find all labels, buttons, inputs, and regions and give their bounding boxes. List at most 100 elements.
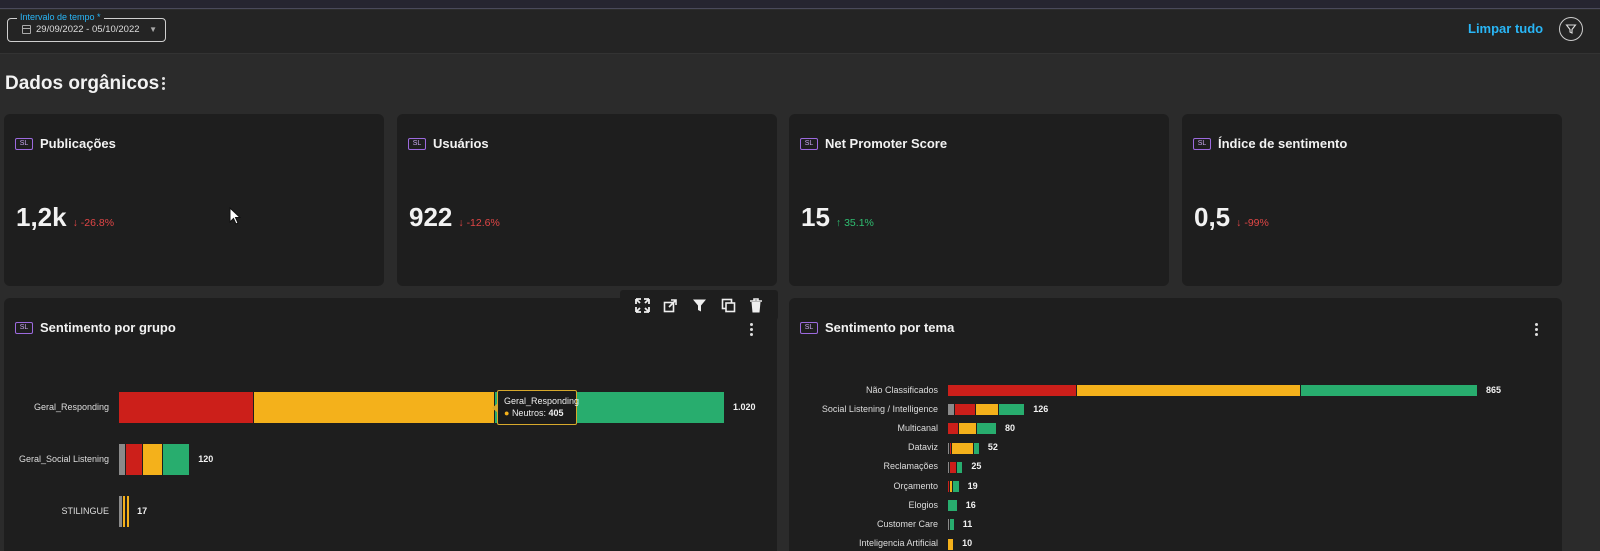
bar-total-label: 10 bbox=[962, 538, 973, 549]
kpi-card-users: SL Usuários 922 ↓ -12.6% bbox=[397, 114, 777, 286]
kpi-value: 1,2k bbox=[16, 202, 67, 232]
chart-tooltip: Geral_Responding ● Neutros: 405 bbox=[492, 390, 579, 425]
stacked-bar[interactable] bbox=[948, 481, 960, 492]
bar-segment-negative[interactable] bbox=[125, 496, 127, 527]
bar-segment-neutral[interactable] bbox=[1077, 385, 1301, 396]
bar-segment-positive[interactable] bbox=[948, 500, 958, 512]
bar-segment-neutral[interactable] bbox=[976, 404, 999, 416]
bar-segment-neutral[interactable] bbox=[254, 392, 496, 423]
bar-segment-neutral[interactable] bbox=[126, 496, 130, 527]
bar-segment-unclassified[interactable] bbox=[948, 461, 950, 473]
duplicate-icon[interactable] bbox=[721, 298, 736, 313]
category-label: Customer Care bbox=[876, 518, 938, 529]
category-label: Elogios bbox=[908, 499, 938, 510]
bar-total-label: 19 bbox=[967, 480, 978, 491]
category-label: Multicanal bbox=[897, 422, 938, 433]
expand-icon[interactable] bbox=[634, 297, 650, 313]
bar-segment-positive[interactable] bbox=[950, 519, 955, 531]
stacked-bar[interactable] bbox=[948, 423, 997, 435]
bar-segment-neutral[interactable] bbox=[949, 481, 953, 492]
mouse-cursor-icon bbox=[229, 207, 241, 225]
bar-segment-unclassified[interactable] bbox=[948, 519, 951, 531]
open-external-icon[interactable] bbox=[663, 298, 678, 313]
stacked-bar[interactable] bbox=[948, 519, 955, 531]
trash-icon[interactable] bbox=[749, 297, 763, 313]
bar-segment-negative[interactable] bbox=[949, 461, 957, 473]
clear-all-button[interactable]: Limpar tudo bbox=[1468, 21, 1544, 36]
kpi-title: Publicações bbox=[40, 136, 116, 151]
bar-segment-positive[interactable] bbox=[977, 423, 997, 435]
filter-icon[interactable] bbox=[692, 298, 707, 313]
stacked-bar[interactable] bbox=[119, 392, 725, 423]
bar-total-label: 25 bbox=[971, 461, 982, 472]
bar-segment-neutral[interactable] bbox=[143, 444, 163, 475]
stacked-bar[interactable] bbox=[119, 444, 191, 475]
bar-segment-negative[interactable] bbox=[948, 423, 960, 435]
kpi-delta: -99% bbox=[1244, 217, 1269, 229]
kpi-delta: 35.1% bbox=[844, 217, 874, 229]
kpi-title: Índice de sentimento bbox=[1218, 136, 1348, 151]
bar-segment-positive[interactable] bbox=[956, 461, 964, 473]
arrow-down-icon: ↓ bbox=[72, 217, 81, 229]
bar-segment-negative[interactable] bbox=[119, 392, 255, 423]
bar-total-label: 17 bbox=[137, 505, 148, 516]
bar-segment-neutral[interactable] bbox=[951, 442, 974, 454]
category-label: Inteligencia Artificial bbox=[858, 538, 938, 549]
bar-total-label: 52 bbox=[987, 442, 998, 453]
stacked-bar[interactable] bbox=[948, 442, 980, 454]
bar-segment-neutral[interactable] bbox=[948, 538, 955, 550]
sl-badge: SL bbox=[800, 321, 818, 334]
stacked-bar[interactable] bbox=[948, 404, 1026, 416]
bar-segment-unclassified[interactable] bbox=[119, 496, 123, 527]
bar-segment-negative[interactable] bbox=[126, 444, 144, 475]
date-range-field[interactable]: Intervalo de tempo * 29/09/2022 - 05/10/… bbox=[7, 11, 166, 42]
chevron-down-icon[interactable]: ▼ bbox=[149, 25, 157, 34]
bar-segment-positive[interactable] bbox=[952, 481, 960, 492]
bar-segment-positive[interactable] bbox=[1300, 385, 1478, 396]
bar-segment-neutral[interactable] bbox=[122, 496, 126, 527]
bar-segment-negative[interactable] bbox=[955, 404, 977, 416]
kebab-icon[interactable] bbox=[750, 323, 753, 336]
category-label: Não Classificados bbox=[865, 384, 938, 395]
category-label: Geral_Social Listening bbox=[18, 453, 109, 464]
bar-total-label: 80 bbox=[1005, 422, 1016, 433]
bar-segment-positive[interactable] bbox=[973, 442, 980, 454]
category-label: Dataviz bbox=[907, 442, 938, 453]
arrow-down-icon: ↓ bbox=[1236, 217, 1245, 229]
stacked-bar[interactable] bbox=[948, 385, 1478, 396]
bar-segment-neutral[interactable] bbox=[959, 423, 978, 435]
funnel-icon[interactable] bbox=[1559, 17, 1583, 41]
kpi-delta: -26.8% bbox=[80, 217, 115, 229]
bar-segment-negative[interactable] bbox=[948, 481, 950, 492]
arrow-up-icon: ↑ bbox=[835, 217, 845, 229]
kpi-title: Net Promoter Score bbox=[825, 136, 948, 151]
bar-segment-unclassified[interactable] bbox=[119, 444, 127, 475]
neutral-dot-icon: ● bbox=[504, 408, 512, 418]
category-label: Social Listening / Intelligence bbox=[821, 403, 938, 414]
kpi-value: 922 bbox=[409, 202, 453, 232]
bar-segment-unclassified[interactable] bbox=[948, 442, 950, 454]
bar-segment-unclassified[interactable] bbox=[948, 404, 956, 416]
chart-title: Sentimento por tema bbox=[825, 320, 955, 335]
stacked-bar[interactable] bbox=[948, 461, 964, 473]
bar-total-label: 16 bbox=[965, 499, 976, 510]
kpi-card-sentiment-index: SL Índice de sentimento 0,5 ↓ -99% bbox=[1182, 114, 1562, 286]
date-range-value: 29/09/2022 - 05/10/2022 bbox=[36, 24, 140, 35]
bar-segment-negative[interactable] bbox=[949, 442, 952, 454]
kebab-icon[interactable] bbox=[162, 77, 165, 90]
date-range-label: Intervalo de tempo * bbox=[17, 11, 104, 23]
bar-segment-positive[interactable] bbox=[998, 404, 1026, 416]
sl-badge: SL bbox=[15, 137, 33, 150]
sl-badge: SL bbox=[800, 137, 818, 150]
sl-badge: SL bbox=[15, 321, 33, 334]
stacked-bar[interactable] bbox=[948, 500, 958, 512]
stacked-bar[interactable] bbox=[119, 496, 130, 527]
filter-bar: Intervalo de tempo * 29/09/2022 - 05/10/… bbox=[0, 10, 1600, 54]
bar-total-label: 126 bbox=[1033, 403, 1049, 414]
stacked-bar[interactable] bbox=[948, 538, 955, 550]
bar-segment-positive[interactable] bbox=[162, 444, 191, 475]
kpi-delta: -12.6% bbox=[466, 217, 500, 229]
kpi-value: 15 bbox=[801, 202, 830, 232]
kebab-icon[interactable] bbox=[1535, 323, 1538, 336]
bar-segment-negative[interactable] bbox=[948, 385, 1078, 396]
